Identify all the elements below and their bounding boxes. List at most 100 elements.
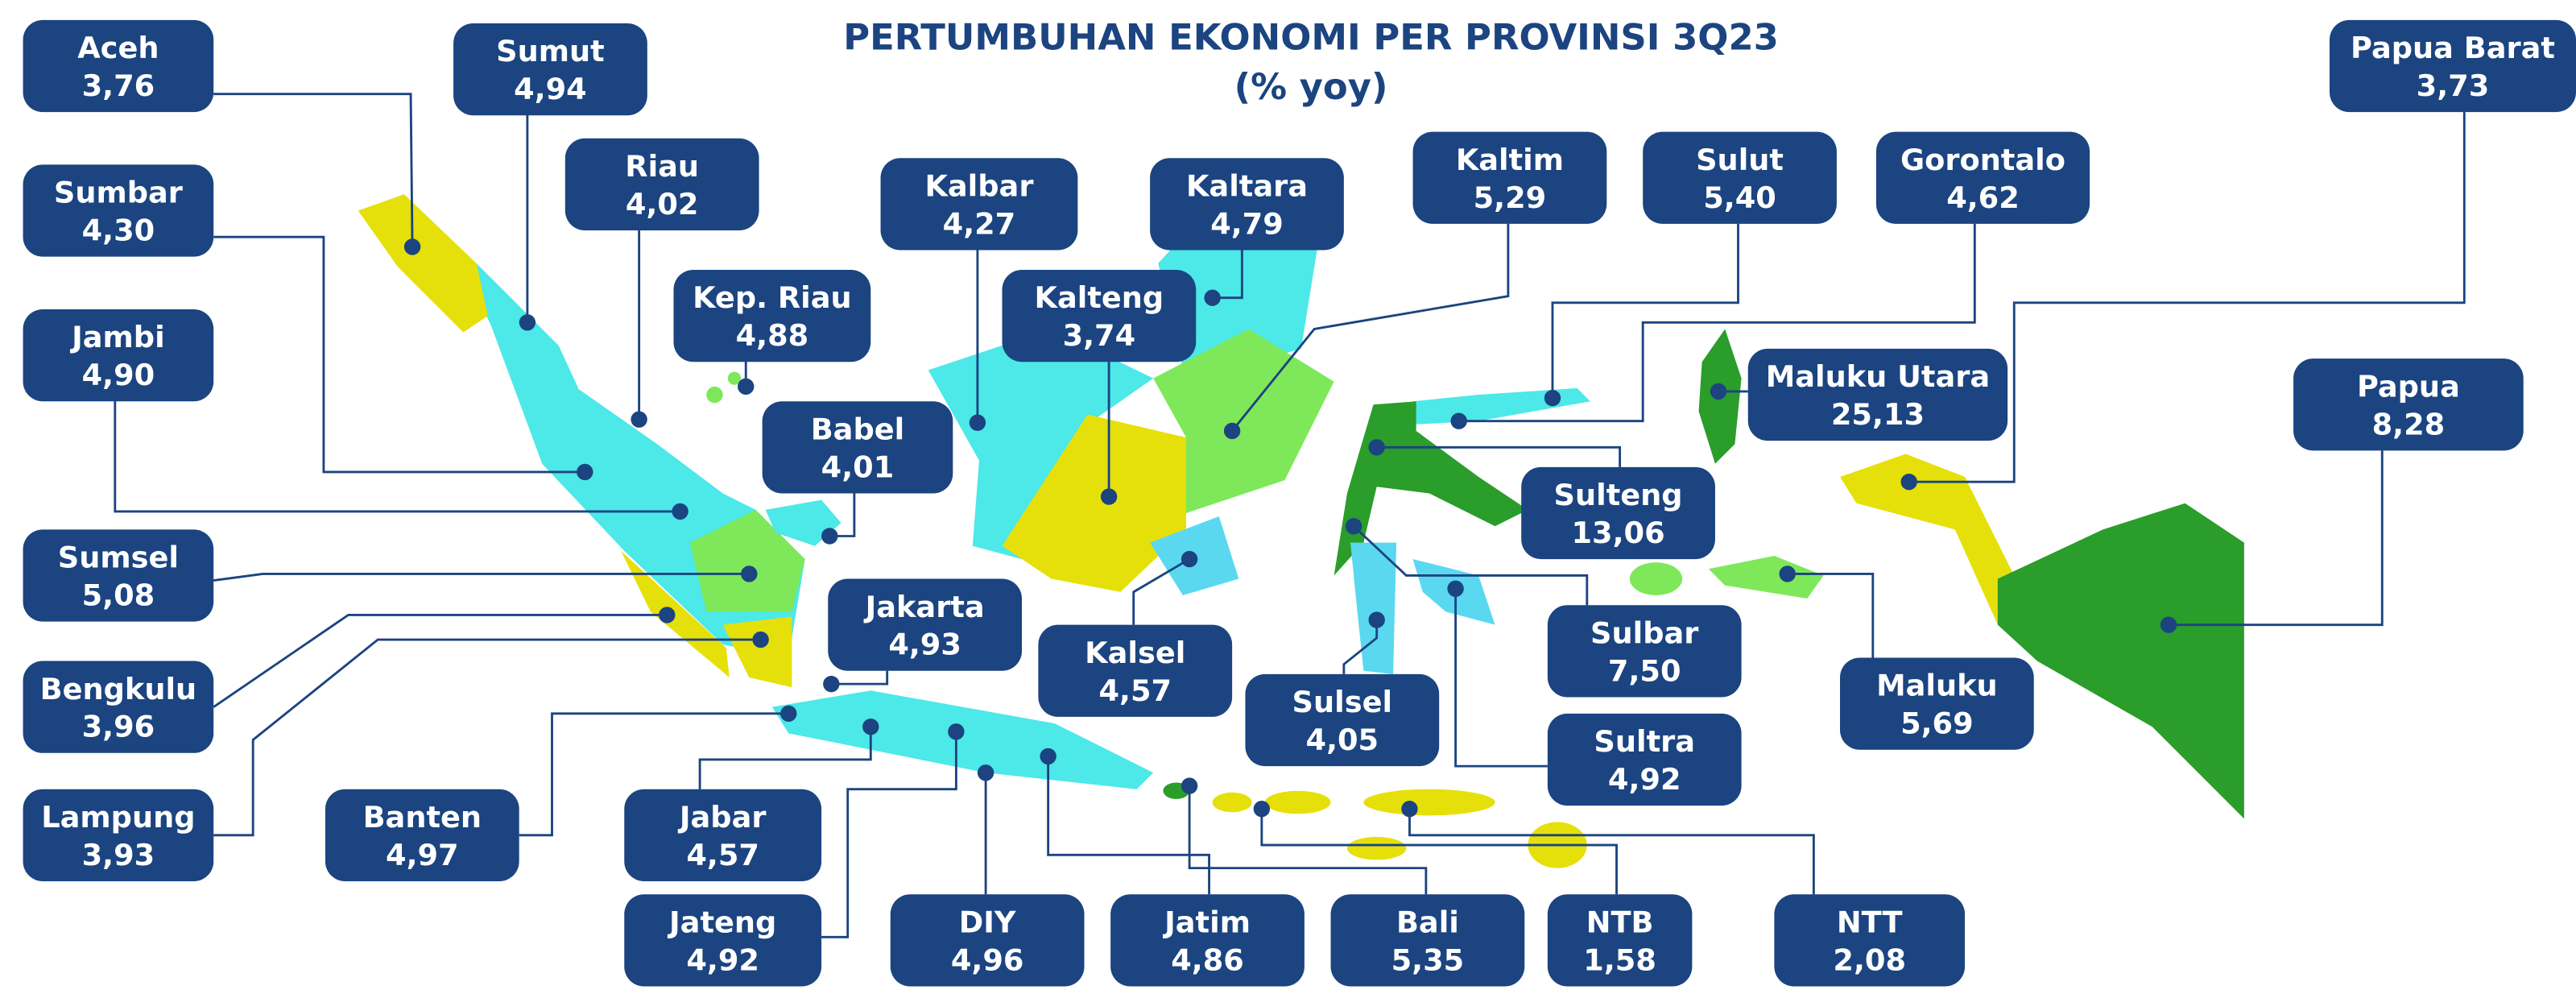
province-value: 4,90: [82, 358, 155, 392]
province-name: Kep. Riau: [693, 280, 852, 315]
location-dot: [1779, 565, 1796, 582]
label-box: [23, 661, 214, 753]
label-box: [1875, 131, 2090, 224]
label-box: [1110, 894, 1305, 987]
label-box: [1840, 657, 2034, 750]
region: [689, 509, 805, 612]
location-dot: [631, 411, 647, 428]
connector: [1231, 223, 1510, 432]
label-box: [23, 789, 214, 881]
province-name: Aceh: [77, 31, 159, 65]
province-label: Bengkulu 3,96: [23, 661, 214, 753]
location-dot: [403, 238, 421, 255]
region: [1997, 503, 2244, 819]
province-value: 4,96: [951, 942, 1024, 977]
province-value: 25,13: [1831, 397, 1925, 432]
connector: [1908, 112, 2466, 483]
label-box: [1547, 894, 1693, 987]
location-dot: [977, 764, 994, 781]
province-name: Sulsel: [1292, 685, 1393, 719]
label-box: [23, 529, 214, 622]
location-dot: [659, 607, 676, 623]
label-box: [624, 789, 822, 881]
province-name: Lampung: [41, 800, 195, 835]
province-value: 4,92: [1608, 762, 1681, 797]
location-dot: [1450, 412, 1467, 429]
location-dot: [1253, 800, 1271, 818]
province-value: 4,93: [888, 628, 961, 662]
province-value: 5,40: [1703, 180, 1776, 215]
location-dot: [741, 565, 758, 582]
region: [1002, 414, 1187, 592]
connector: [1551, 223, 1739, 399]
location-dot: [1204, 289, 1221, 306]
connector: [213, 573, 750, 582]
province-value: 3,74: [1063, 318, 1136, 353]
label-box: [2293, 358, 2524, 451]
connector: [1787, 573, 1875, 658]
title: PERTUMBUHAN EKONOMI PER PROVINSI 3Q23: [843, 16, 1779, 59]
subtitle: (% yoy): [1234, 65, 1388, 108]
label-box: [453, 23, 647, 116]
connector: [114, 398, 680, 513]
location-dot: [1368, 439, 1385, 456]
province-name: Jakarta: [863, 590, 985, 624]
label-box: [2329, 19, 2576, 113]
location-dot: [577, 463, 593, 481]
connector: [1132, 557, 1190, 625]
location-dot: [1040, 748, 1056, 765]
location-dot: [780, 705, 797, 723]
location-dot: [738, 378, 755, 396]
label-box: [23, 309, 214, 402]
label-box: [880, 158, 1078, 251]
label-box: [1521, 466, 1715, 560]
location-dot: [1223, 422, 1241, 440]
connector: [1047, 756, 1210, 895]
label-box: [624, 894, 822, 987]
province-name: NTT: [1837, 905, 1903, 939]
province-value: 5,69: [1900, 706, 1974, 741]
province-label: Jambi 4,90: [23, 309, 214, 402]
province-name: Maluku Utara: [1766, 359, 1990, 394]
connector: [1408, 809, 1815, 895]
province-name: Kalsel: [1085, 636, 1185, 670]
province-value: 4,57: [686, 838, 759, 872]
region: [358, 194, 488, 333]
island: [1212, 792, 1252, 813]
location-dot: [1180, 777, 1198, 794]
province-name: Jatim: [1162, 905, 1251, 939]
connector: [1260, 809, 1618, 895]
location-dot: [823, 675, 840, 693]
label-box: [23, 164, 214, 257]
province-value: 4,86: [1171, 942, 1244, 977]
province-name: Kaltara: [1186, 168, 1308, 203]
connector: [698, 727, 872, 789]
province-name: Kalteng: [1035, 280, 1164, 315]
connector: [2169, 450, 2384, 627]
label-box: [1643, 131, 1837, 224]
region: [928, 329, 1154, 560]
province-name: DIY: [959, 905, 1016, 939]
province-value: 4,57: [1098, 673, 1172, 708]
label-box: [828, 578, 1022, 671]
connector: [213, 93, 414, 247]
province-value: 4,62: [1946, 180, 2020, 215]
location-dot: [672, 503, 688, 520]
